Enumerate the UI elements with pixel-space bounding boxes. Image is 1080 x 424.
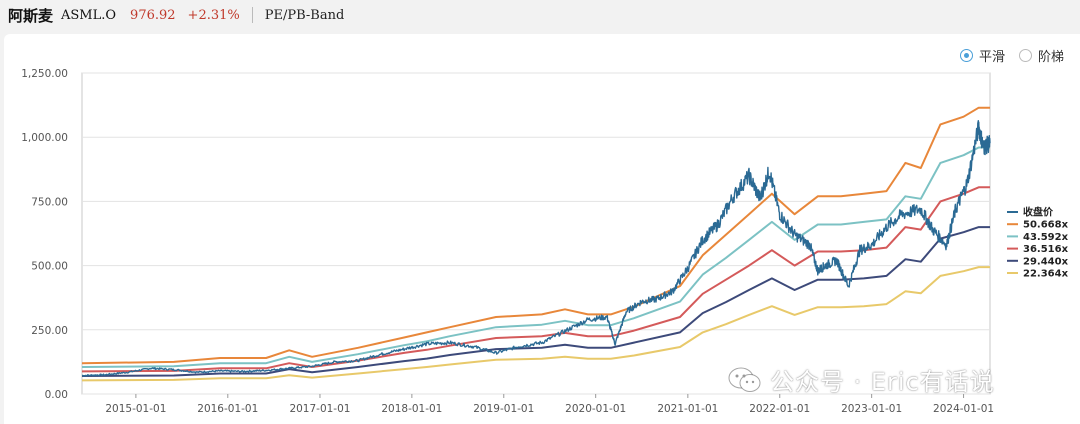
- series-line-收盘价: [81, 120, 991, 377]
- wechat-icon: [728, 367, 761, 392]
- legend-label: 36.516x: [1023, 244, 1069, 255]
- header-bar: 阿斯麦 ASML.O 976.92 +2.31% PE/PB-Band: [0, 0, 1080, 30]
- header-divider: [251, 7, 253, 23]
- y-tick-label: 1,000.00: [21, 132, 68, 144]
- watermark-text: 公众号 · Eric有话说: [770, 368, 995, 396]
- plot-frame: [81, 72, 991, 395]
- y-tick-label: 750.00: [31, 196, 68, 208]
- y-tick-label: 500.00: [31, 261, 68, 273]
- company-name: 阿斯麦: [8, 6, 54, 25]
- watermark: 公众号 · Eric有话说: [728, 362, 995, 397]
- legend-label: 43.592x: [1023, 232, 1069, 243]
- chart-mode-label: PE/PB-Band: [264, 7, 345, 23]
- x-tick-label: 2021-01-01: [657, 403, 718, 415]
- chart-series: [81, 106, 991, 382]
- x-tick-label: 2016-01-01: [197, 403, 258, 415]
- x-tick-label: 2020-01-01: [565, 403, 626, 415]
- x-tick-label: 2019-01-01: [473, 403, 534, 415]
- series-line-29.440x: [81, 226, 990, 377]
- x-tick-label: 2017-01-01: [289, 403, 350, 415]
- radio-step-label: 阶梯: [1038, 50, 1065, 65]
- radio-smooth-label: 平滑: [979, 50, 1006, 65]
- y-tick-label: 0.00: [45, 389, 68, 401]
- legend-label: 收盘价: [1023, 206, 1054, 219]
- radio-step-indicator: [1019, 49, 1033, 62]
- radio-step[interactable]: 阶梯: [1019, 46, 1064, 65]
- price-change: +2.31%: [187, 7, 240, 23]
- x-tick-label: 2023-01-01: [841, 403, 902, 415]
- series-line-22.364x: [81, 266, 990, 382]
- x-tick-label: 2015-01-01: [105, 403, 166, 415]
- x-tick-label: 2022-01-01: [749, 403, 810, 415]
- legend-label: 50.668x: [1023, 220, 1069, 231]
- series-line-43.592x: [81, 146, 990, 368]
- x-tick-label: 2018-01-01: [381, 403, 442, 415]
- current-price: 976.92: [130, 7, 176, 23]
- y-tick-label: 1,250.00: [21, 68, 68, 80]
- y-tick-label: 250.00: [31, 325, 68, 337]
- view-mode-toggle: 平滑 阶梯: [960, 46, 1078, 65]
- ticker-symbol: ASML.O: [61, 7, 117, 23]
- legend-label: 29.440x: [1023, 256, 1069, 267]
- chart-axes: 0.00 250.00 500.00 750.00 1,000.00 1,250.00 20…: [21, 68, 994, 415]
- radio-smooth[interactable]: 平滑: [960, 46, 1005, 65]
- radio-smooth-indicator: [960, 49, 973, 62]
- legend-label: 22.364x: [1023, 269, 1069, 280]
- x-tick-label: 2024-01-01: [933, 403, 994, 415]
- chart-grid: [81, 72, 991, 395]
